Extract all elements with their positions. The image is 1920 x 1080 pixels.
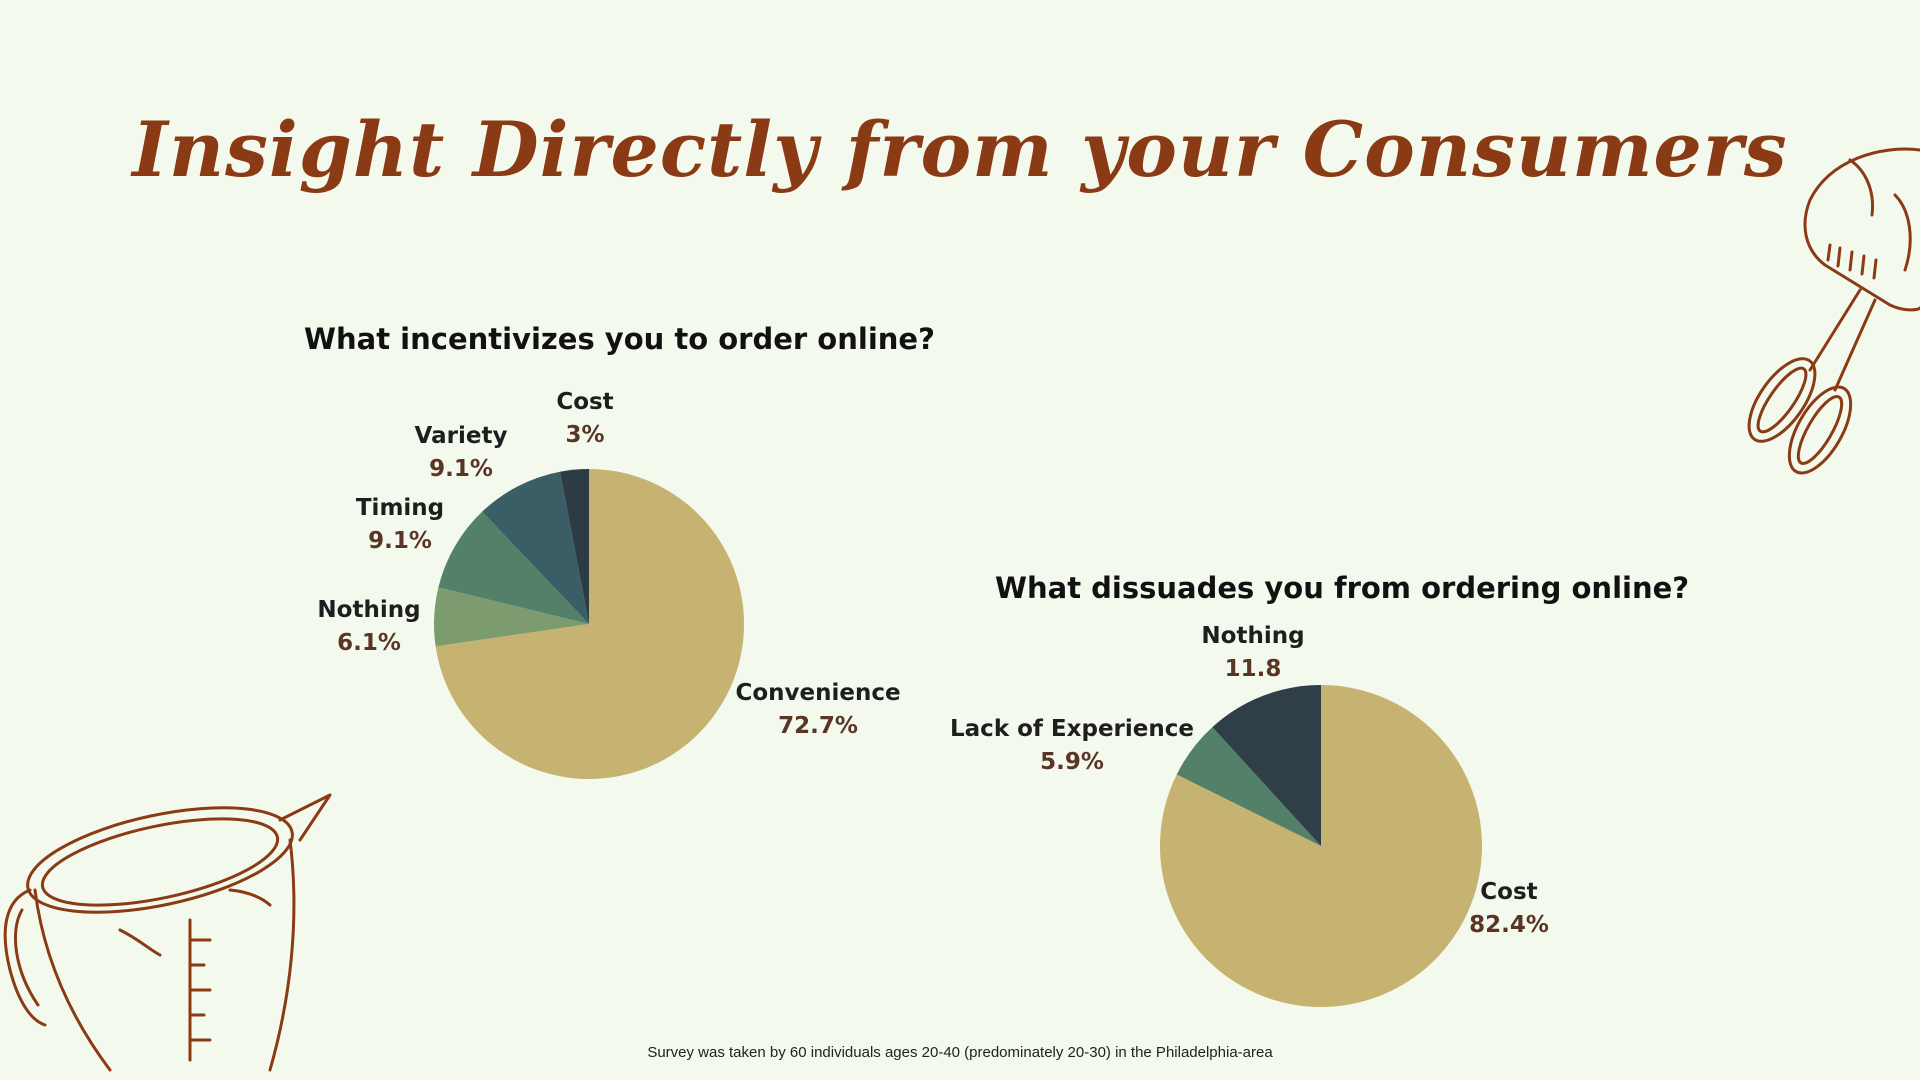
- label-nothing-2: Nothing 11.8: [1201, 623, 1305, 682]
- pie-slice-timing: [438, 511, 589, 624]
- pie-dissuades: [1160, 685, 1483, 1007]
- label-timing: Timing 9.1%: [355, 495, 445, 554]
- survey-footnote: Survey was taken by 60 individuals ages …: [647, 1044, 1273, 1061]
- label-cost-2: Cost 82.4%: [1469, 879, 1549, 938]
- pie-slice-nothing: [1212, 685, 1321, 846]
- chart-title-incentives: What incentivizes you to order online?: [304, 322, 935, 356]
- label-convenience: Convenience 72.7%: [735, 680, 901, 739]
- pie-slice-convenience: [435, 469, 744, 780]
- pie-slice-cost: [559, 469, 589, 624]
- chart-title-dissuades: What dissuades you from ordering online?: [995, 571, 1690, 605]
- label-nothing: Nothing 6.1%: [317, 597, 421, 656]
- label-lack-of-experience: Lack of Experience 5.9%: [950, 716, 1194, 775]
- label-variety: Variety 9.1%: [414, 423, 508, 482]
- pie-slice-variety: [482, 471, 589, 624]
- pie-incentives: [434, 469, 744, 780]
- pie-slice-nothing: [434, 587, 589, 647]
- hand-mixer-icon: [1747, 147, 1920, 475]
- label-cost: Cost 3%: [556, 389, 614, 448]
- page-title: Insight Directly from your Consumers: [132, 105, 1788, 194]
- measuring-cup-icon: [3, 793, 332, 1072]
- pie-slice-lack-of-experience: [1176, 727, 1321, 846]
